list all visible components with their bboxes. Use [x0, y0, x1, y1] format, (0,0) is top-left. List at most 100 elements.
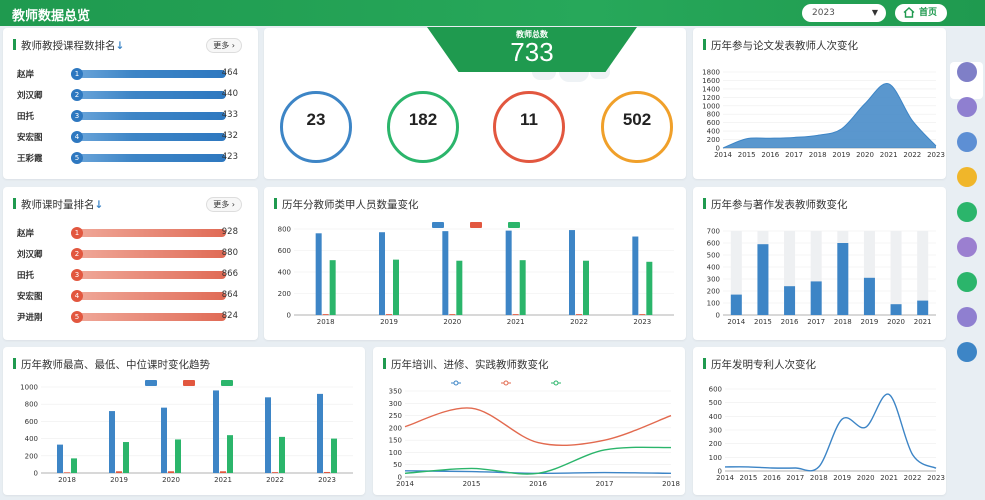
- x-tick-label: 2022: [904, 474, 922, 482]
- sidebar-item[interactable]: [950, 342, 983, 379]
- rank-row[interactable]: 安宏图 4 864: [17, 290, 242, 302]
- chevron-down-icon: ▼: [871, 8, 878, 17]
- stat-circle[interactable]: 182: [387, 91, 459, 163]
- y-tick-label: 200: [278, 290, 291, 298]
- x-tick-label: 2016: [781, 318, 799, 326]
- rank-bar: [71, 70, 226, 78]
- series-line: [724, 393, 937, 472]
- rank-number: 1: [71, 227, 83, 239]
- bar: [632, 236, 639, 315]
- course-rank-more-button[interactable]: 更多 ›: [206, 38, 242, 53]
- bar: [168, 471, 174, 473]
- bar: [57, 444, 63, 473]
- year-value: 2023: [812, 8, 835, 18]
- bar: [393, 259, 399, 315]
- sidebar-item[interactable]: [950, 272, 983, 309]
- hours-extremes-panel: 历年教师最高、最低、中位课时变化趋势 0 200 400 600 800 1000 2018…: [3, 347, 365, 495]
- rank-row[interactable]: 王彩霞 5 423: [17, 152, 242, 164]
- x-tick-label: 2017: [785, 151, 803, 159]
- rank-row[interactable]: 田托 3 433: [17, 110, 242, 122]
- sidebar-item[interactable]: [950, 97, 983, 134]
- bar: [331, 438, 337, 473]
- bar: [71, 458, 77, 473]
- y-tick-label: 0: [398, 474, 402, 482]
- home-button[interactable]: 首页: [895, 4, 947, 22]
- x-tick-label: 2015: [740, 474, 758, 482]
- y-tick-label: 500: [707, 252, 720, 260]
- rank-row[interactable]: 刘汉卿 2 880: [17, 248, 242, 260]
- sort-down-icon[interactable]: ↓: [94, 199, 104, 211]
- stat-circle[interactable]: 502: [601, 91, 673, 163]
- bar: [175, 439, 181, 473]
- works-trend-title: 历年参与著作发表教师数变化: [703, 197, 848, 212]
- rank-value: 433: [221, 110, 238, 120]
- x-tick-label: 2015: [738, 151, 756, 159]
- course-rank-title: 教师教授课程数排名↓: [13, 38, 124, 53]
- area-fill: [723, 83, 936, 148]
- y-tick-label: 200: [389, 424, 402, 432]
- y-tick-label: 500: [709, 399, 722, 407]
- y-tick-label: 100: [707, 300, 720, 308]
- x-tick-label: 2020: [162, 476, 180, 484]
- rank-value: 880: [221, 248, 238, 258]
- bar: [442, 231, 449, 315]
- sidebar-item[interactable]: [950, 62, 983, 99]
- rank-row[interactable]: 安宏图 4 432: [17, 131, 242, 143]
- bar: [379, 232, 385, 315]
- y-tick-label: 200: [707, 136, 720, 144]
- bar-background: [730, 231, 742, 315]
- rank-number: 5: [71, 152, 83, 164]
- x-tick-label: 2023: [318, 476, 336, 484]
- patent-trend-title: 历年发明专利人次变化: [703, 357, 816, 372]
- y-tick-label: 0: [716, 145, 720, 153]
- rank-name: 王彩霞: [17, 154, 43, 164]
- legend-swatch: [145, 380, 157, 386]
- x-tick-label: 2019: [861, 318, 879, 326]
- rank-row[interactable]: 刘汉卿 2 440: [17, 89, 242, 101]
- rank-row[interactable]: 尹进刚 5 824: [17, 311, 242, 323]
- y-tick-label: 300: [389, 400, 402, 408]
- stat-circle[interactable]: 11: [493, 91, 565, 163]
- hours-rank-more-button[interactable]: 更多 ›: [206, 197, 242, 212]
- rank-bar: [71, 313, 226, 321]
- sidebar-item[interactable]: [950, 307, 983, 344]
- stat-circle[interactable]: 23: [280, 91, 352, 163]
- y-tick-label: 200: [25, 452, 38, 460]
- works-trend-panel: 历年参与著作发表教师数变化 0 100 200 300 400 500 600 700 2014…: [693, 187, 946, 340]
- bar: [456, 260, 463, 315]
- bar: [315, 233, 322, 315]
- sidebar-item[interactable]: [950, 202, 983, 239]
- sidebar-item-icon: [956, 307, 977, 327]
- stat-value: 11: [520, 110, 538, 129]
- rank-row[interactable]: 赵岸 1 464: [17, 68, 242, 80]
- sidebar-item[interactable]: [950, 132, 983, 169]
- x-tick-label: 2021: [914, 318, 932, 326]
- bar: [837, 243, 849, 315]
- rank-value: 928: [221, 227, 238, 237]
- bar: [109, 411, 115, 473]
- sidebar-item-icon: [956, 97, 977, 117]
- rank-bar: [71, 154, 226, 162]
- rank-row[interactable]: 赵岸 1 928: [17, 227, 242, 239]
- y-tick-label: 200: [707, 288, 720, 296]
- rank-name: 尹进刚: [17, 313, 43, 323]
- sort-down-icon[interactable]: ↓: [115, 40, 125, 52]
- paper-trend-title: 历年参与论文发表教师人次变化: [703, 38, 858, 53]
- year-select[interactable]: 2023 ▼: [802, 4, 886, 22]
- bar: [213, 390, 219, 473]
- y-tick-label: 600: [707, 240, 720, 248]
- sidebar-item[interactable]: [950, 237, 983, 274]
- legend-marker: [553, 380, 559, 386]
- y-tick-label: 1000: [20, 384, 38, 392]
- x-tick-label: 2018: [809, 151, 827, 159]
- x-tick-label: 2019: [380, 318, 398, 326]
- course-rank-panel: 教师教授课程数排名↓ 更多 › 赵岸 1 464 刘汉卿 2 440 田托 3 433 安宏图 4 4…: [3, 28, 258, 179]
- rank-value: 432: [221, 131, 238, 141]
- rank-name: 刘汉卿: [17, 250, 43, 260]
- title-by-type-panel: 历年分教师类甲人员数量变化 0 200 400 600 800 2018 2019 2020 2…: [264, 187, 686, 340]
- rank-bar: [71, 229, 226, 237]
- legend: [145, 380, 233, 386]
- sidebar-item[interactable]: [950, 167, 983, 204]
- bar: [569, 230, 575, 315]
- rank-row[interactable]: 田托 3 866: [17, 269, 242, 281]
